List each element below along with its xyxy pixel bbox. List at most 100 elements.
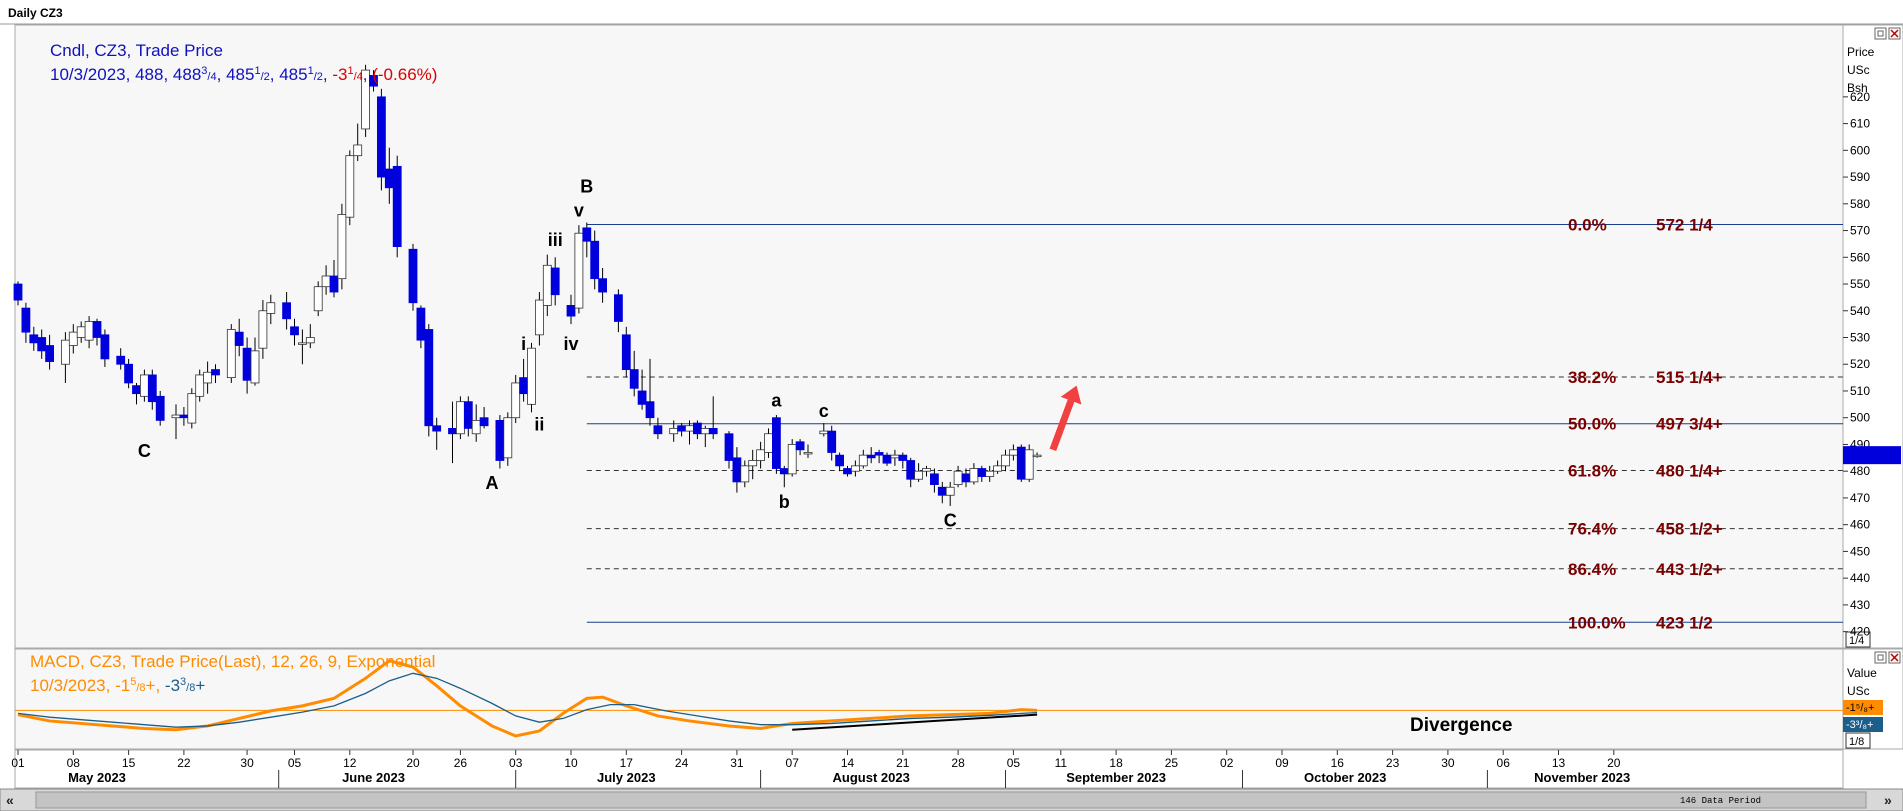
price-tick-label: 530	[1850, 331, 1870, 345]
restore-icon[interactable]	[1874, 27, 1887, 40]
price-tick-label: 620	[1850, 90, 1870, 104]
price-axis-title-2: USc	[1847, 63, 1870, 77]
legend-change: -3	[332, 65, 347, 84]
candle-body-up	[195, 374, 205, 397]
candle-body-down	[566, 305, 576, 317]
macd-legend-date: 10/3/2023	[30, 676, 106, 695]
price-tick-label: 460	[1850, 518, 1870, 532]
legend-change-pct: (-0.66%)	[372, 65, 437, 84]
candle-body-down	[772, 417, 781, 469]
candle-body-down	[376, 96, 386, 178]
date-tick-label: 09	[1275, 756, 1289, 770]
candle-body-up	[313, 286, 323, 312]
fib-level-percent: 38.2%	[1568, 368, 1616, 387]
price-plot-area	[14, 24, 1844, 649]
candle-body-up	[787, 444, 797, 475]
date-tick-label: 30	[240, 756, 254, 770]
candle-body-up	[187, 393, 197, 424]
candle-body-down	[732, 457, 742, 483]
candle-body-up	[819, 430, 829, 435]
macd-panel-controls[interactable]	[1874, 651, 1901, 664]
date-tick-label: 23	[1386, 756, 1400, 770]
wave-label: A	[486, 473, 499, 493]
candle-body-down	[155, 395, 165, 421]
date-tick-label: 02	[1220, 756, 1234, 770]
candle-body-down	[827, 430, 837, 453]
macd-plot-area	[14, 648, 1844, 750]
wave-label: iii	[548, 230, 563, 250]
date-axis-ticks: 01 08 15 22 30 05 12 20 26 03 10 17 24 31 07 14 21 28 05 11…	[11, 750, 1630, 788]
price-tick-label: 440	[1850, 571, 1870, 585]
candle-body-up	[993, 465, 1002, 472]
candle-body-down	[629, 369, 639, 389]
scrollbar-thumb[interactable]	[35, 791, 1867, 809]
price-tick-label: 520	[1850, 357, 1870, 371]
scroll-right-icon[interactable]: »	[1884, 792, 1892, 808]
candle-body-down	[519, 377, 528, 395]
candle-body-up	[890, 454, 900, 459]
date-tick-label: 26	[454, 756, 468, 770]
price-tick-label: 610	[1850, 117, 1870, 131]
date-tick-label: 03	[509, 756, 523, 770]
price-tick-label: 420	[1850, 625, 1870, 639]
price-axis	[1842, 24, 1903, 649]
wave-label: a	[771, 390, 782, 410]
candle-body-up	[226, 329, 236, 379]
candle-body-up	[345, 155, 355, 218]
candle-body-down	[930, 473, 939, 485]
candle-body-down	[906, 460, 916, 480]
date-tick-label: 22	[177, 756, 191, 770]
candle-body-down	[653, 425, 663, 435]
candle-body-up	[914, 470, 923, 480]
candle-body-down	[179, 414, 189, 419]
candle-body-down	[779, 468, 789, 475]
macd-value-tag-text: -1⁵/₈+	[1846, 702, 1874, 714]
price-tick-label: 450	[1850, 544, 1870, 558]
candle-body-up	[740, 465, 750, 483]
price-axis-title-1: Price	[1847, 45, 1875, 59]
date-tick-label: 20	[406, 756, 420, 770]
macd-restore-icon[interactable]	[1874, 651, 1887, 664]
candle-body-up	[535, 299, 544, 336]
month-label: November 2023	[1534, 770, 1630, 785]
candle-body-up	[803, 452, 813, 455]
candle-body-up	[1032, 454, 1042, 458]
candle-body-down	[384, 168, 394, 189]
macd-series	[15, 659, 1843, 738]
macd-legend-values: 10/3/2023, -15/8+, -33/8+	[30, 676, 205, 695]
fib-level-percent: 50.0%	[1568, 415, 1616, 434]
data-period-status: 146 Data Period	[1680, 796, 1761, 806]
projection-arrow	[1049, 385, 1082, 452]
candle-body-down	[550, 267, 560, 296]
candle-body-up	[305, 337, 315, 344]
month-label: June 2023	[342, 770, 405, 785]
date-tick-label: 07	[786, 756, 800, 770]
price-panel-controls[interactable]	[1874, 27, 1901, 40]
candle-body-up	[748, 460, 758, 467]
fib-level-value: 515 1/4+	[1656, 368, 1723, 387]
month-label: August 2023	[833, 770, 910, 785]
candle-body-down	[147, 374, 157, 403]
candle-body-down	[621, 334, 631, 370]
candle-body-down	[898, 454, 908, 461]
fib-level-percent: 86.4%	[1568, 560, 1616, 579]
signal-value-tag-text: -3³/₈+	[1846, 719, 1873, 731]
candle-body-up	[68, 331, 78, 346]
fib-level-value: 572 1/4	[1656, 216, 1713, 235]
price-axis-title-3: Bsh	[1847, 81, 1868, 95]
date-tick-label: 24	[675, 756, 689, 770]
candle-body-down	[21, 307, 31, 333]
scroll-left-icon[interactable]: «	[6, 792, 14, 808]
candle-body-down	[132, 385, 141, 395]
fib-level-value: 443 1/2+	[1656, 560, 1723, 579]
candle-body-up	[985, 470, 995, 477]
candle-body-down	[416, 307, 426, 341]
date-tick-label: 05	[1007, 756, 1021, 770]
date-tick-label: 14	[841, 756, 855, 770]
candle-body-down	[645, 401, 655, 419]
candle-body-down	[116, 355, 126, 365]
date-tick-label: 16	[1331, 756, 1345, 770]
price-tick-label: 540	[1850, 304, 1870, 318]
price-tick-label: 480	[1850, 464, 1870, 478]
candle-body-up	[756, 449, 765, 461]
